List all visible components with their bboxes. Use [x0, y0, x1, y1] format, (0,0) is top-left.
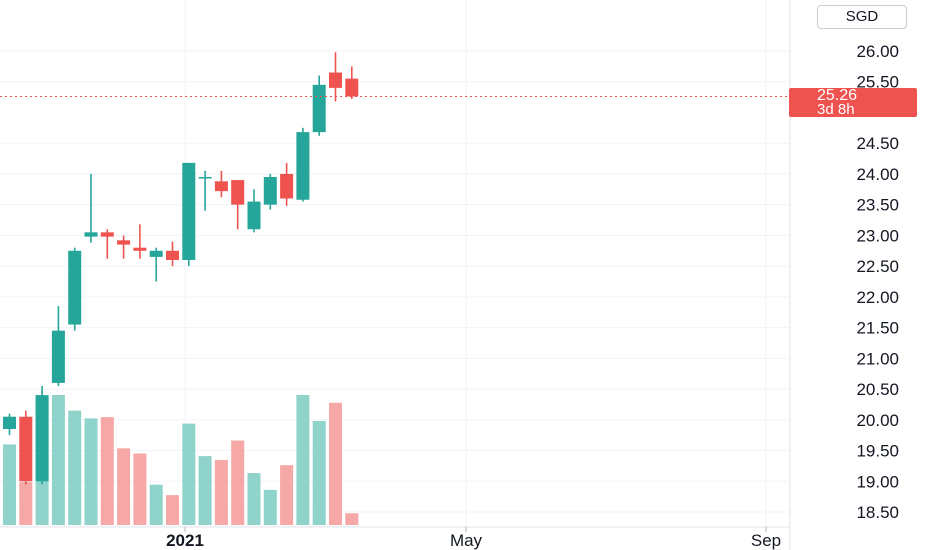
x-tick-label: Sep [751, 531, 781, 550]
candle-body [19, 416, 33, 482]
candle-body [198, 177, 212, 179]
volume-bar [149, 484, 163, 525]
y-tick-label: 23.00 [856, 226, 899, 245]
candle-body [166, 250, 179, 260]
candle-body [263, 177, 277, 205]
volume-bar [198, 456, 212, 525]
volume-bar [100, 417, 114, 525]
x-tick-label: 2021 [166, 531, 204, 550]
volume-bars [3, 395, 359, 525]
volume-bar [182, 423, 196, 525]
candle-body [117, 240, 131, 245]
volume-bar [68, 410, 82, 525]
last-price-tag: 25.26 3d 8h [789, 88, 917, 117]
candle-body [182, 162, 196, 260]
volume-bar [345, 513, 359, 525]
volume-bar [231, 440, 245, 525]
y-tick-label: 24.50 [856, 134, 899, 153]
candle-body [3, 416, 16, 430]
volume-bar [166, 495, 179, 525]
volume-bar [312, 421, 326, 525]
candle-body [296, 132, 310, 200]
time-axis[interactable]: 2021 May Sep [166, 527, 781, 550]
x-tick-label: May [450, 531, 483, 550]
candle-body [214, 181, 228, 192]
candle-body [312, 84, 326, 133]
candle-body [133, 247, 147, 251]
y-tick-label: 22.00 [856, 288, 899, 307]
price-candles [3, 52, 359, 485]
volume-bar [84, 418, 98, 525]
volume-bar [51, 395, 65, 525]
chart-grid [0, 0, 791, 550]
price-axis[interactable]: 26.00 25.50 24.50 24.00 23.50 23.00 22.50 22.00… [856, 11, 899, 522]
candle-body [84, 232, 98, 237]
y-tick-label: 19.50 [856, 442, 899, 461]
candle-body [100, 232, 114, 237]
y-tick-label: 20.50 [856, 380, 899, 399]
y-tick-label: 24.00 [856, 165, 899, 184]
volume-bar [280, 465, 294, 525]
volume-bar [263, 489, 277, 525]
y-tick-label: 21.50 [856, 319, 899, 338]
candle-body [345, 78, 359, 97]
volume-bar [19, 482, 33, 525]
volume-bar [3, 444, 16, 525]
volume-bar [329, 402, 342, 525]
last-price-value: 25.26 [817, 87, 858, 104]
candle-body [35, 395, 49, 482]
bar-countdown: 3d 8h [817, 101, 855, 118]
candle-body [149, 250, 163, 257]
volume-bar [296, 395, 310, 525]
currency-label[interactable]: SGD [817, 5, 907, 29]
y-tick-label: 19.00 [856, 472, 899, 491]
candle-body [247, 201, 261, 230]
volume-bar [214, 460, 228, 525]
y-tick-label: 25.50 [856, 73, 899, 92]
y-tick-label: 22.50 [856, 257, 899, 276]
candle-body [231, 180, 245, 205]
candle-body [68, 250, 82, 325]
volume-bar [247, 473, 261, 525]
volume-bar [133, 453, 147, 525]
y-tick-label: 20.00 [856, 411, 899, 430]
y-tick-label: 18.50 [856, 503, 899, 522]
candle-body [280, 173, 294, 199]
candle-body [329, 72, 342, 88]
y-tick-label: 23.50 [856, 196, 899, 215]
volume-bar [117, 448, 131, 525]
y-tick-label: 26.00 [856, 42, 899, 61]
candle-body [51, 330, 65, 383]
y-tick-label: 21.00 [856, 349, 899, 368]
